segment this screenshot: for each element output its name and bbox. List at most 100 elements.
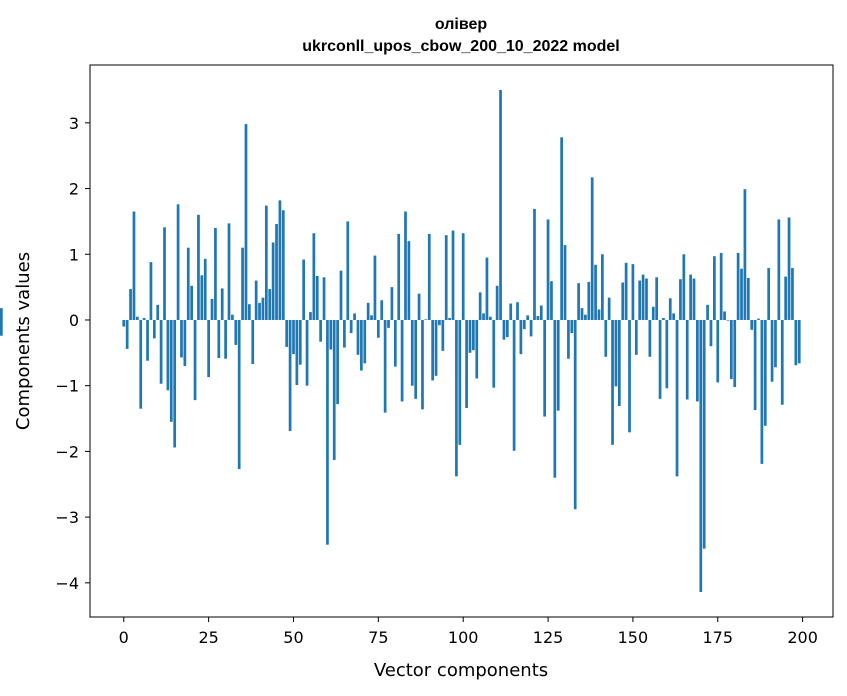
bar [343, 319, 346, 348]
bar [129, 289, 132, 320]
bar [777, 219, 781, 320]
bar [146, 319, 149, 361]
bar [152, 319, 156, 339]
bar [706, 304, 709, 320]
bar [587, 281, 591, 320]
bar [526, 315, 530, 320]
bar [550, 281, 553, 320]
y-tick-label: 2 [69, 180, 79, 199]
bar [743, 189, 747, 320]
bar [173, 319, 177, 448]
bar [360, 319, 363, 371]
bar [169, 319, 173, 422]
bar [563, 245, 567, 320]
y-tick-label: 0 [69, 311, 79, 330]
bar [332, 319, 336, 460]
bar [271, 242, 275, 320]
bar [186, 247, 190, 320]
bar [577, 283, 580, 320]
plot-frame [89, 64, 834, 618]
bar [512, 319, 516, 451]
bar [770, 319, 774, 382]
bar [139, 319, 143, 409]
bar [207, 319, 210, 378]
bar [421, 319, 424, 410]
bar [393, 319, 397, 367]
bar [767, 268, 771, 320]
bar [601, 254, 604, 320]
bar [0, 308, 3, 320]
bar [305, 319, 309, 386]
bar [142, 318, 146, 320]
x-tick-label: 175 [702, 628, 733, 647]
bar [716, 319, 720, 383]
bar [278, 200, 282, 320]
bar-series [0, 89, 801, 593]
bar [702, 319, 706, 549]
bar [478, 292, 482, 320]
x-tick-label: 200 [787, 628, 818, 647]
bar [241, 247, 244, 320]
bar [604, 319, 608, 357]
bar [183, 319, 187, 366]
bar [580, 308, 584, 320]
bar [414, 319, 418, 399]
bar [390, 287, 394, 320]
bar [363, 319, 367, 364]
bar [298, 319, 302, 365]
bar [797, 319, 801, 364]
bar [611, 319, 614, 445]
bar [135, 316, 139, 320]
bar [787, 217, 791, 320]
bar [380, 300, 384, 320]
bar [685, 319, 689, 400]
bar [329, 319, 333, 350]
x-tick-label: 150 [618, 628, 649, 647]
y-tick-label: −2 [55, 442, 79, 461]
bar [763, 319, 767, 426]
y-tick-label: −1 [55, 377, 79, 396]
bar [353, 313, 356, 320]
bar [492, 319, 496, 388]
bar [404, 211, 407, 320]
bar [570, 319, 574, 334]
bar [281, 210, 285, 320]
bar [689, 274, 692, 320]
bar [217, 319, 221, 359]
bar [641, 274, 645, 320]
x-tick-label: 100 [448, 628, 479, 647]
bar [424, 319, 428, 320]
bar [634, 319, 638, 355]
bar [373, 255, 377, 320]
x-axis: 0 25 50 75 100 125 150 175 200 [119, 617, 818, 647]
bar [658, 319, 662, 399]
bar [692, 278, 696, 320]
bar [679, 279, 682, 320]
bar [214, 227, 217, 320]
bar [682, 254, 686, 320]
bar [536, 316, 540, 320]
bar [326, 319, 329, 545]
bar [444, 235, 448, 320]
bar [699, 319, 703, 593]
bar [675, 319, 679, 477]
bar [488, 316, 492, 320]
bar [234, 319, 238, 345]
bar [448, 318, 451, 320]
bar [370, 315, 373, 320]
bar [251, 319, 255, 364]
bar [149, 262, 153, 320]
bar [746, 277, 750, 320]
bar [438, 319, 441, 326]
bar [258, 302, 261, 320]
bar [760, 319, 764, 464]
bar [237, 319, 241, 470]
y-tick-label: −3 [55, 508, 79, 527]
x-tick-label: 25 [198, 628, 218, 647]
bar [166, 319, 170, 391]
bar [264, 205, 268, 320]
bar [461, 233, 465, 320]
bar [597, 309, 601, 320]
bar [227, 223, 231, 320]
bar [407, 241, 411, 320]
